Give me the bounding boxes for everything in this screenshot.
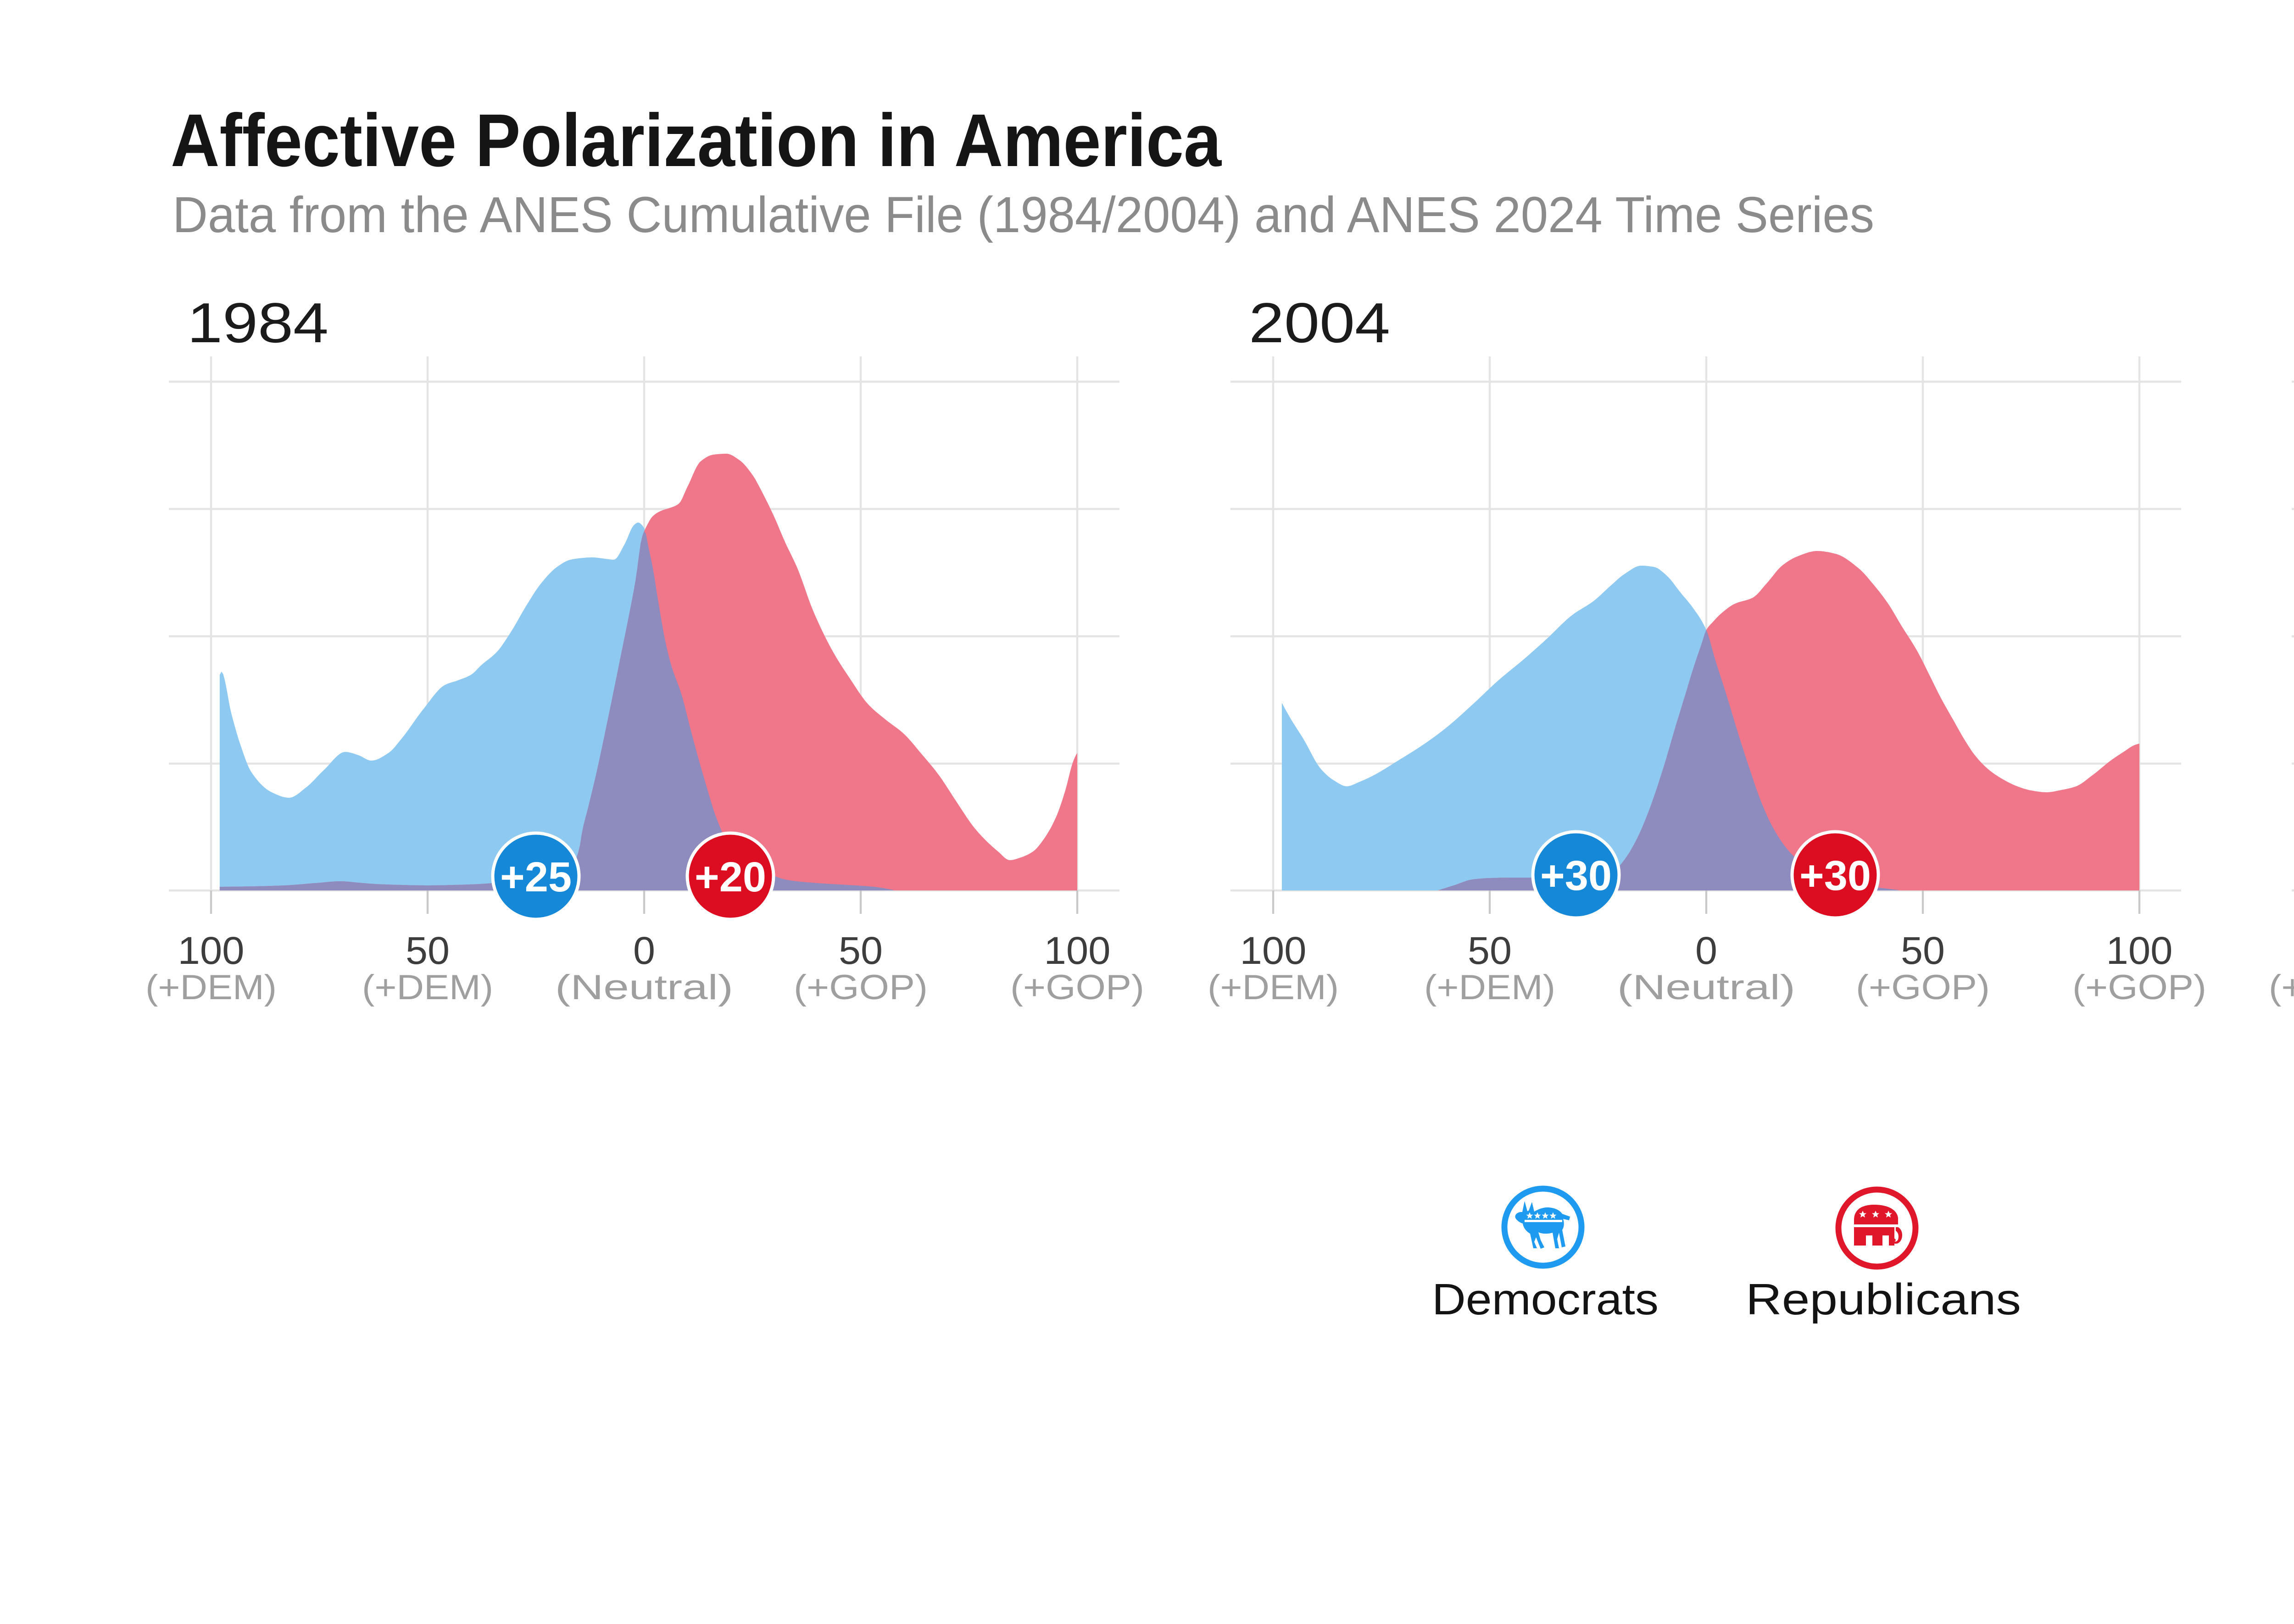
svg-text:+20: +20 xyxy=(695,854,766,901)
svg-text:(+GOP): (+GOP) xyxy=(2072,968,2206,1007)
svg-text:2004: 2004 xyxy=(1249,292,1390,355)
svg-text:Democrats: Democrats xyxy=(1432,1275,1659,1324)
svg-text:50: 50 xyxy=(406,929,450,972)
svg-text:(+GOP): (+GOP) xyxy=(794,968,928,1007)
svg-text:0: 0 xyxy=(1695,929,1717,972)
svg-text:0: 0 xyxy=(633,929,655,972)
svg-text:100: 100 xyxy=(2106,929,2173,972)
svg-text:Affective Polarization in Amer: Affective Polarization in America xyxy=(171,98,1222,182)
svg-text:100: 100 xyxy=(1044,929,1111,972)
svg-text:1984: 1984 xyxy=(187,292,329,355)
svg-text:+30: +30 xyxy=(1540,852,1612,899)
svg-text:(+DEM): (+DEM) xyxy=(1208,968,1339,1007)
svg-text:Data from the ANES Cumulative: Data from the ANES Cumulative File (1984… xyxy=(173,187,1874,243)
svg-text:(+GOP): (+GOP) xyxy=(1856,968,1990,1007)
svg-text:+25: +25 xyxy=(500,854,572,901)
svg-text:50: 50 xyxy=(1468,929,1512,972)
svg-text:(+GOP): (+GOP) xyxy=(1010,968,1144,1007)
svg-text:100: 100 xyxy=(1240,929,1307,972)
svg-text:(Neutral): (Neutral) xyxy=(555,968,733,1007)
svg-text:(+DEM): (+DEM) xyxy=(2269,968,2294,1007)
svg-text:(+DEM): (+DEM) xyxy=(1424,968,1555,1007)
svg-text:50: 50 xyxy=(839,929,883,972)
svg-text:(+DEM): (+DEM) xyxy=(145,968,277,1007)
svg-text:+30: +30 xyxy=(1799,852,1871,899)
svg-text:(Neutral): (Neutral) xyxy=(1617,968,1795,1007)
svg-text:50: 50 xyxy=(1901,929,1945,972)
svg-text:(+DEM): (+DEM) xyxy=(362,968,493,1007)
svg-text:Republicans: Republicans xyxy=(1746,1275,2021,1324)
svg-text:100: 100 xyxy=(178,929,245,972)
